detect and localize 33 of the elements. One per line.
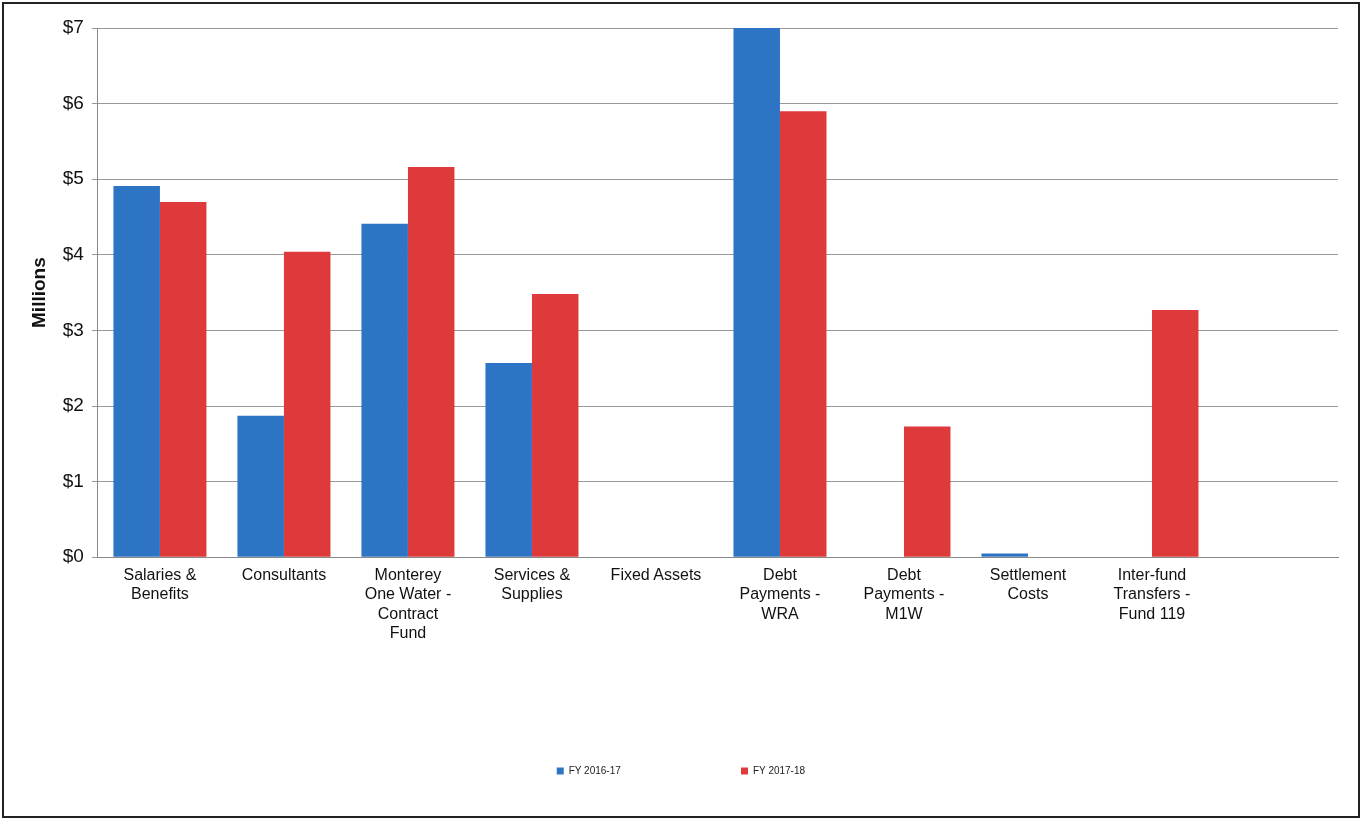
legend-label: FY 2016-17 xyxy=(568,764,622,776)
y-tick-label: $1 xyxy=(62,469,84,491)
x-tick-label: Monterey One Water - Contract Fund xyxy=(364,566,452,641)
bar xyxy=(361,223,408,557)
bar xyxy=(113,186,160,557)
bar xyxy=(531,294,579,557)
bar xyxy=(733,28,780,557)
x-tick-label: Inter-fund Transfers - Fund 119 xyxy=(1113,566,1191,622)
x-tick-label: Salaries & Benefits xyxy=(123,566,197,603)
x-tick-label: Debt Payments - M1W xyxy=(863,566,945,622)
bar xyxy=(485,362,532,557)
y-tick-label: $7 xyxy=(62,16,84,38)
bar xyxy=(981,553,1028,557)
bar xyxy=(407,167,455,557)
bar xyxy=(159,201,207,557)
x-tick-label: Settlement Costs xyxy=(989,566,1067,603)
x-tick-label: Consultants xyxy=(241,566,327,584)
x-tick-label: Fixed Assets xyxy=(610,566,702,584)
y-tick-label: $5 xyxy=(62,167,84,189)
y-axis-title: Millions xyxy=(27,257,49,328)
bar xyxy=(237,415,284,557)
x-tick-label: Services & Supplies xyxy=(493,566,571,603)
bar xyxy=(903,426,951,557)
y-tick-label: $6 xyxy=(62,91,84,113)
y-tick-label: $4 xyxy=(62,243,85,265)
bar xyxy=(283,251,331,557)
y-tick-label: $2 xyxy=(62,394,84,416)
bar xyxy=(779,111,827,557)
x-tick-label: Debt Payments - WRA xyxy=(739,566,821,622)
y-tick-label: $3 xyxy=(62,318,84,340)
legend-label: FY 2017-18 xyxy=(753,764,806,776)
bar xyxy=(1151,309,1199,557)
y-tick-label: $0 xyxy=(62,545,84,567)
